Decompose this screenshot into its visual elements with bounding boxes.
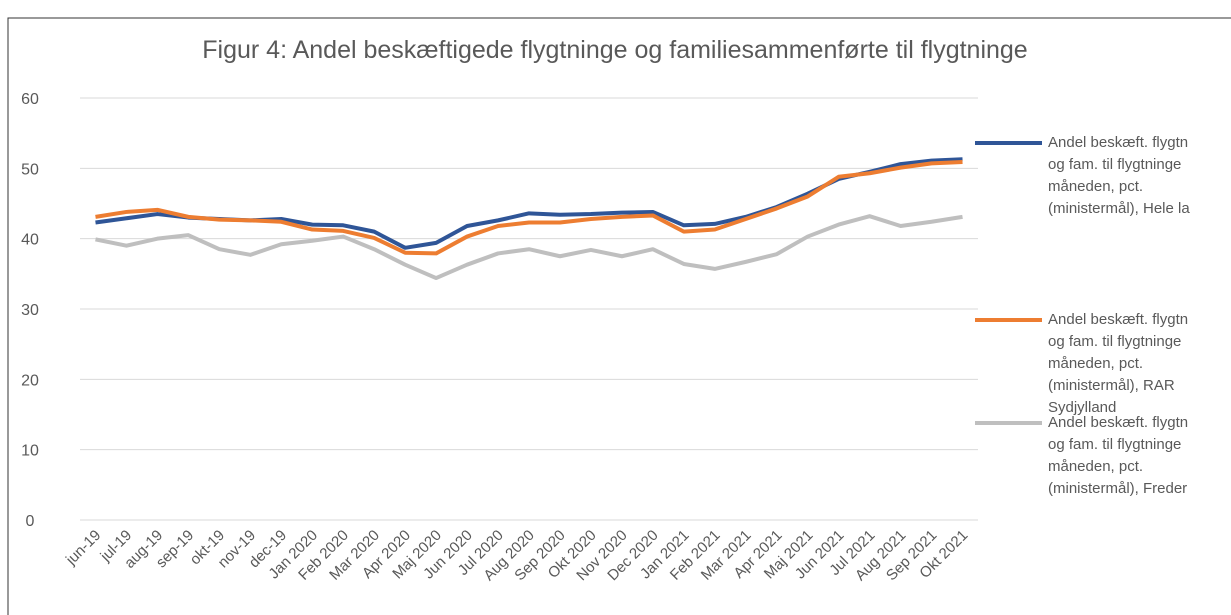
- y-tick-label: 30: [21, 302, 39, 319]
- y-tick-label: 10: [21, 443, 39, 460]
- series-line: [95, 214, 963, 281]
- series-line: [95, 160, 963, 256]
- y-tick-label: 50: [21, 161, 39, 178]
- y-tick-label: 60: [21, 91, 39, 108]
- legend-label: Andel beskæft. flygtn og fam. til flygtn…: [1048, 414, 1189, 497]
- legend-label: Andel beskæft. flygtn og fam. til flygtn…: [1048, 134, 1190, 217]
- y-tick-label: 0: [26, 513, 35, 530]
- x-tick-label: jun-19: [62, 527, 104, 569]
- chart-border: [7, 17, 1231, 615]
- chart-title: Figur 4: Andel beskæftigede flygtninge o…: [202, 36, 1027, 64]
- series-line: [95, 157, 963, 250]
- legend-label: Andel beskæft. flygtn og fam. til flygtn…: [1048, 311, 1189, 416]
- y-tick-label: 20: [21, 372, 39, 389]
- y-tick-label: 40: [21, 232, 39, 249]
